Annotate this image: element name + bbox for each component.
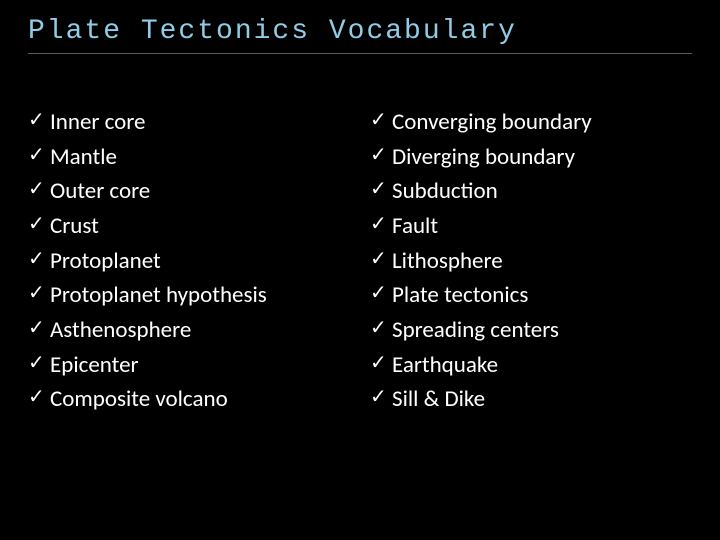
list-item-label: Inner core	[50, 106, 350, 139]
list-item: ✓ Protoplanet hypothesis	[28, 279, 350, 312]
list-item-label: Earthquake	[392, 349, 692, 382]
list-item: ✓ Asthenosphere	[28, 314, 350, 347]
check-icon: ✓	[28, 314, 50, 342]
check-icon: ✓	[370, 245, 392, 273]
list-item-label: Converging boundary	[392, 106, 692, 139]
slide-title: Plate Tectonics Vocabulary	[28, 16, 692, 54]
list-item: ✓ Subduction	[370, 175, 692, 208]
list-item: ✓ Plate tectonics	[370, 279, 692, 312]
left-column: ✓ Inner core ✓ Mantle ✓ Outer core ✓ Cru…	[28, 106, 350, 418]
check-icon: ✓	[28, 349, 50, 377]
check-icon: ✓	[28, 175, 50, 203]
list-item-label: Diverging boundary	[392, 141, 692, 174]
list-item-label: Lithosphere	[392, 245, 692, 278]
check-icon: ✓	[28, 210, 50, 238]
list-item-label: Spreading centers	[392, 314, 692, 347]
check-icon: ✓	[28, 245, 50, 273]
check-icon: ✓	[28, 106, 50, 134]
list-item-label: Mantle	[50, 141, 350, 174]
list-item-label: Protoplanet	[50, 245, 350, 278]
check-icon: ✓	[370, 141, 392, 169]
check-icon: ✓	[370, 175, 392, 203]
list-item-label: Sill & Dike	[392, 383, 692, 416]
list-item: ✓ Protoplanet	[28, 245, 350, 278]
list-item: ✓ Epicenter	[28, 349, 350, 382]
list-item-label: Asthenosphere	[50, 314, 350, 347]
list-item: ✓ Inner core	[28, 106, 350, 139]
list-item-label: Plate tectonics	[392, 279, 692, 312]
list-item: ✓ Mantle	[28, 141, 350, 174]
list-item-label: Fault	[392, 210, 692, 243]
list-item: ✓ Spreading centers	[370, 314, 692, 347]
check-icon: ✓	[28, 279, 50, 307]
check-icon: ✓	[28, 141, 50, 169]
list-item: ✓ Sill & Dike	[370, 383, 692, 416]
list-item: ✓ Fault	[370, 210, 692, 243]
slide: Plate Tectonics Vocabulary ✓ Inner core …	[0, 0, 720, 540]
list-item: ✓ Diverging boundary	[370, 141, 692, 174]
list-item: ✓ Composite volcano	[28, 383, 350, 416]
check-icon: ✓	[370, 383, 392, 411]
check-icon: ✓	[370, 279, 392, 307]
check-icon: ✓	[370, 349, 392, 377]
list-item: ✓ Lithosphere	[370, 245, 692, 278]
check-icon: ✓	[28, 383, 50, 411]
list-item: ✓ Earthquake	[370, 349, 692, 382]
check-icon: ✓	[370, 210, 392, 238]
list-item-label: Protoplanet hypothesis	[50, 279, 350, 312]
check-icon: ✓	[370, 106, 392, 134]
list-item-label: Outer core	[50, 175, 350, 208]
list-item-label: Composite volcano	[50, 383, 350, 416]
list-item: ✓ Crust	[28, 210, 350, 243]
right-column: ✓ Converging boundary ✓ Diverging bounda…	[370, 106, 692, 418]
list-item-label: Crust	[50, 210, 350, 243]
list-item: ✓ Outer core	[28, 175, 350, 208]
list-item-label: Subduction	[392, 175, 692, 208]
list-item: ✓ Converging boundary	[370, 106, 692, 139]
list-item-label: Epicenter	[50, 349, 350, 382]
vocabulary-columns: ✓ Inner core ✓ Mantle ✓ Outer core ✓ Cru…	[28, 106, 692, 418]
check-icon: ✓	[370, 314, 392, 342]
